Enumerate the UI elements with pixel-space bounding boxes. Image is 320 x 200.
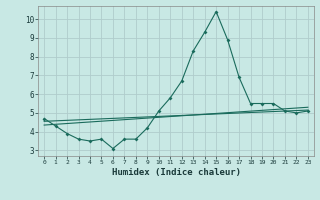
X-axis label: Humidex (Indice chaleur): Humidex (Indice chaleur) (111, 168, 241, 177)
